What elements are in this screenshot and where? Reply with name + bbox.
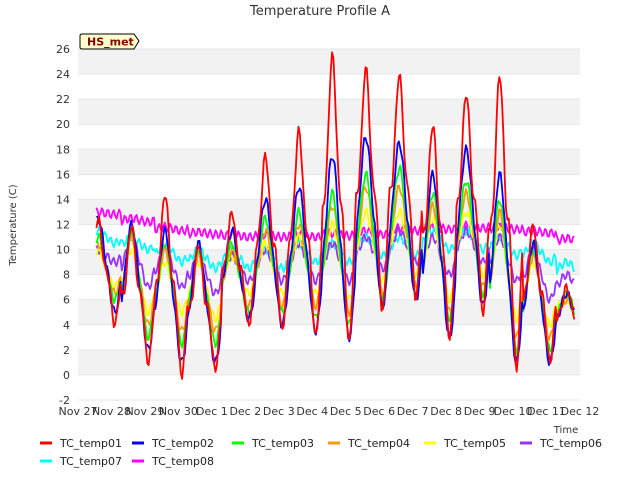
x-tick-label: Dec 3 — [263, 405, 295, 418]
legend-item-tc-temp07: TC_temp07 — [40, 455, 122, 468]
x-tick-label: Nov 29 — [125, 405, 164, 418]
legend-label: TC_temp03 — [251, 437, 314, 450]
legend-item-tc-temp08: TC_temp08 — [132, 455, 214, 468]
x-tick-label: Dec 8 — [430, 405, 462, 418]
x-tick-label: Dec 12 — [561, 405, 600, 418]
x-tick-label: Nov 30 — [159, 405, 198, 418]
legend-label: TC_temp01 — [59, 437, 122, 450]
y-tick-label: -2 — [59, 394, 70, 407]
legend-label: TC_temp02 — [151, 437, 214, 450]
y-tick-label: 18 — [56, 143, 70, 156]
y-tick-label: 12 — [56, 219, 70, 232]
legend-item-tc-temp06: TC_temp06 — [520, 437, 602, 450]
y-tick-label: 14 — [56, 193, 70, 206]
station-badge-text: HS_met — [87, 36, 134, 49]
grid-band — [78, 299, 580, 325]
x-tick-label: Dec 4 — [296, 405, 328, 418]
x-tick-label: Dec 11 — [527, 405, 566, 418]
y-tick-label: 10 — [56, 244, 70, 257]
legend-label: TC_temp08 — [151, 455, 214, 468]
x-tick-label: Dec 5 — [330, 405, 362, 418]
x-tick-label: Dec 10 — [494, 405, 533, 418]
y-tick-label: 2 — [63, 344, 70, 357]
y-tick-label: 6 — [63, 294, 70, 307]
y-tick-label: 16 — [56, 168, 70, 181]
legend-label: TC_temp07 — [59, 455, 122, 468]
x-tick-label: Dec 2 — [229, 405, 261, 418]
station-badge: HS_met — [79, 33, 140, 50]
legend-label: TC_temp05 — [443, 437, 506, 450]
y-tick-label: 4 — [63, 319, 70, 332]
series-line-tc-temp01 — [95, 51, 576, 380]
x-tick-label: Nov 27 — [59, 405, 98, 418]
legend-item-tc-temp03: TC_temp03 — [232, 437, 314, 450]
legend-label: TC_temp06 — [539, 437, 602, 450]
x-tick-label: Dec 7 — [397, 405, 429, 418]
x-tick-label: Dec 1 — [196, 405, 228, 418]
legend-item-tc-temp02: TC_temp02 — [132, 437, 214, 450]
legend-item-tc-temp05: TC_temp05 — [424, 437, 506, 450]
legend-item-tc-temp01: TC_temp01 — [40, 437, 122, 450]
grid-band — [78, 349, 580, 375]
y-tick-label: 20 — [56, 118, 70, 131]
grid-band — [78, 49, 580, 75]
legend: TC_temp01 TC_temp02 TC_temp03 TC_temp04 TC_t… — [40, 437, 602, 468]
y-tick-label: 8 — [63, 269, 70, 282]
series-lines — [95, 51, 576, 380]
chart-title: Temperature Profile A — [249, 4, 390, 19]
y-axis-label: Temperature (C) — [8, 184, 19, 266]
y-tick-label: 24 — [56, 68, 70, 81]
x-tick-label: Nov 28 — [92, 405, 131, 418]
y-tick-label: 0 — [63, 369, 70, 382]
y-tick-label: 22 — [56, 93, 70, 106]
x-axis-label: Time — [553, 425, 578, 436]
x-tick-label: Dec 6 — [363, 405, 395, 418]
legend-item-tc-temp04: TC_temp04 — [328, 437, 410, 450]
x-tick-label: Dec 9 — [464, 405, 496, 418]
y-tick-label: 26 — [56, 43, 70, 56]
legend-label: TC_temp04 — [347, 437, 410, 450]
